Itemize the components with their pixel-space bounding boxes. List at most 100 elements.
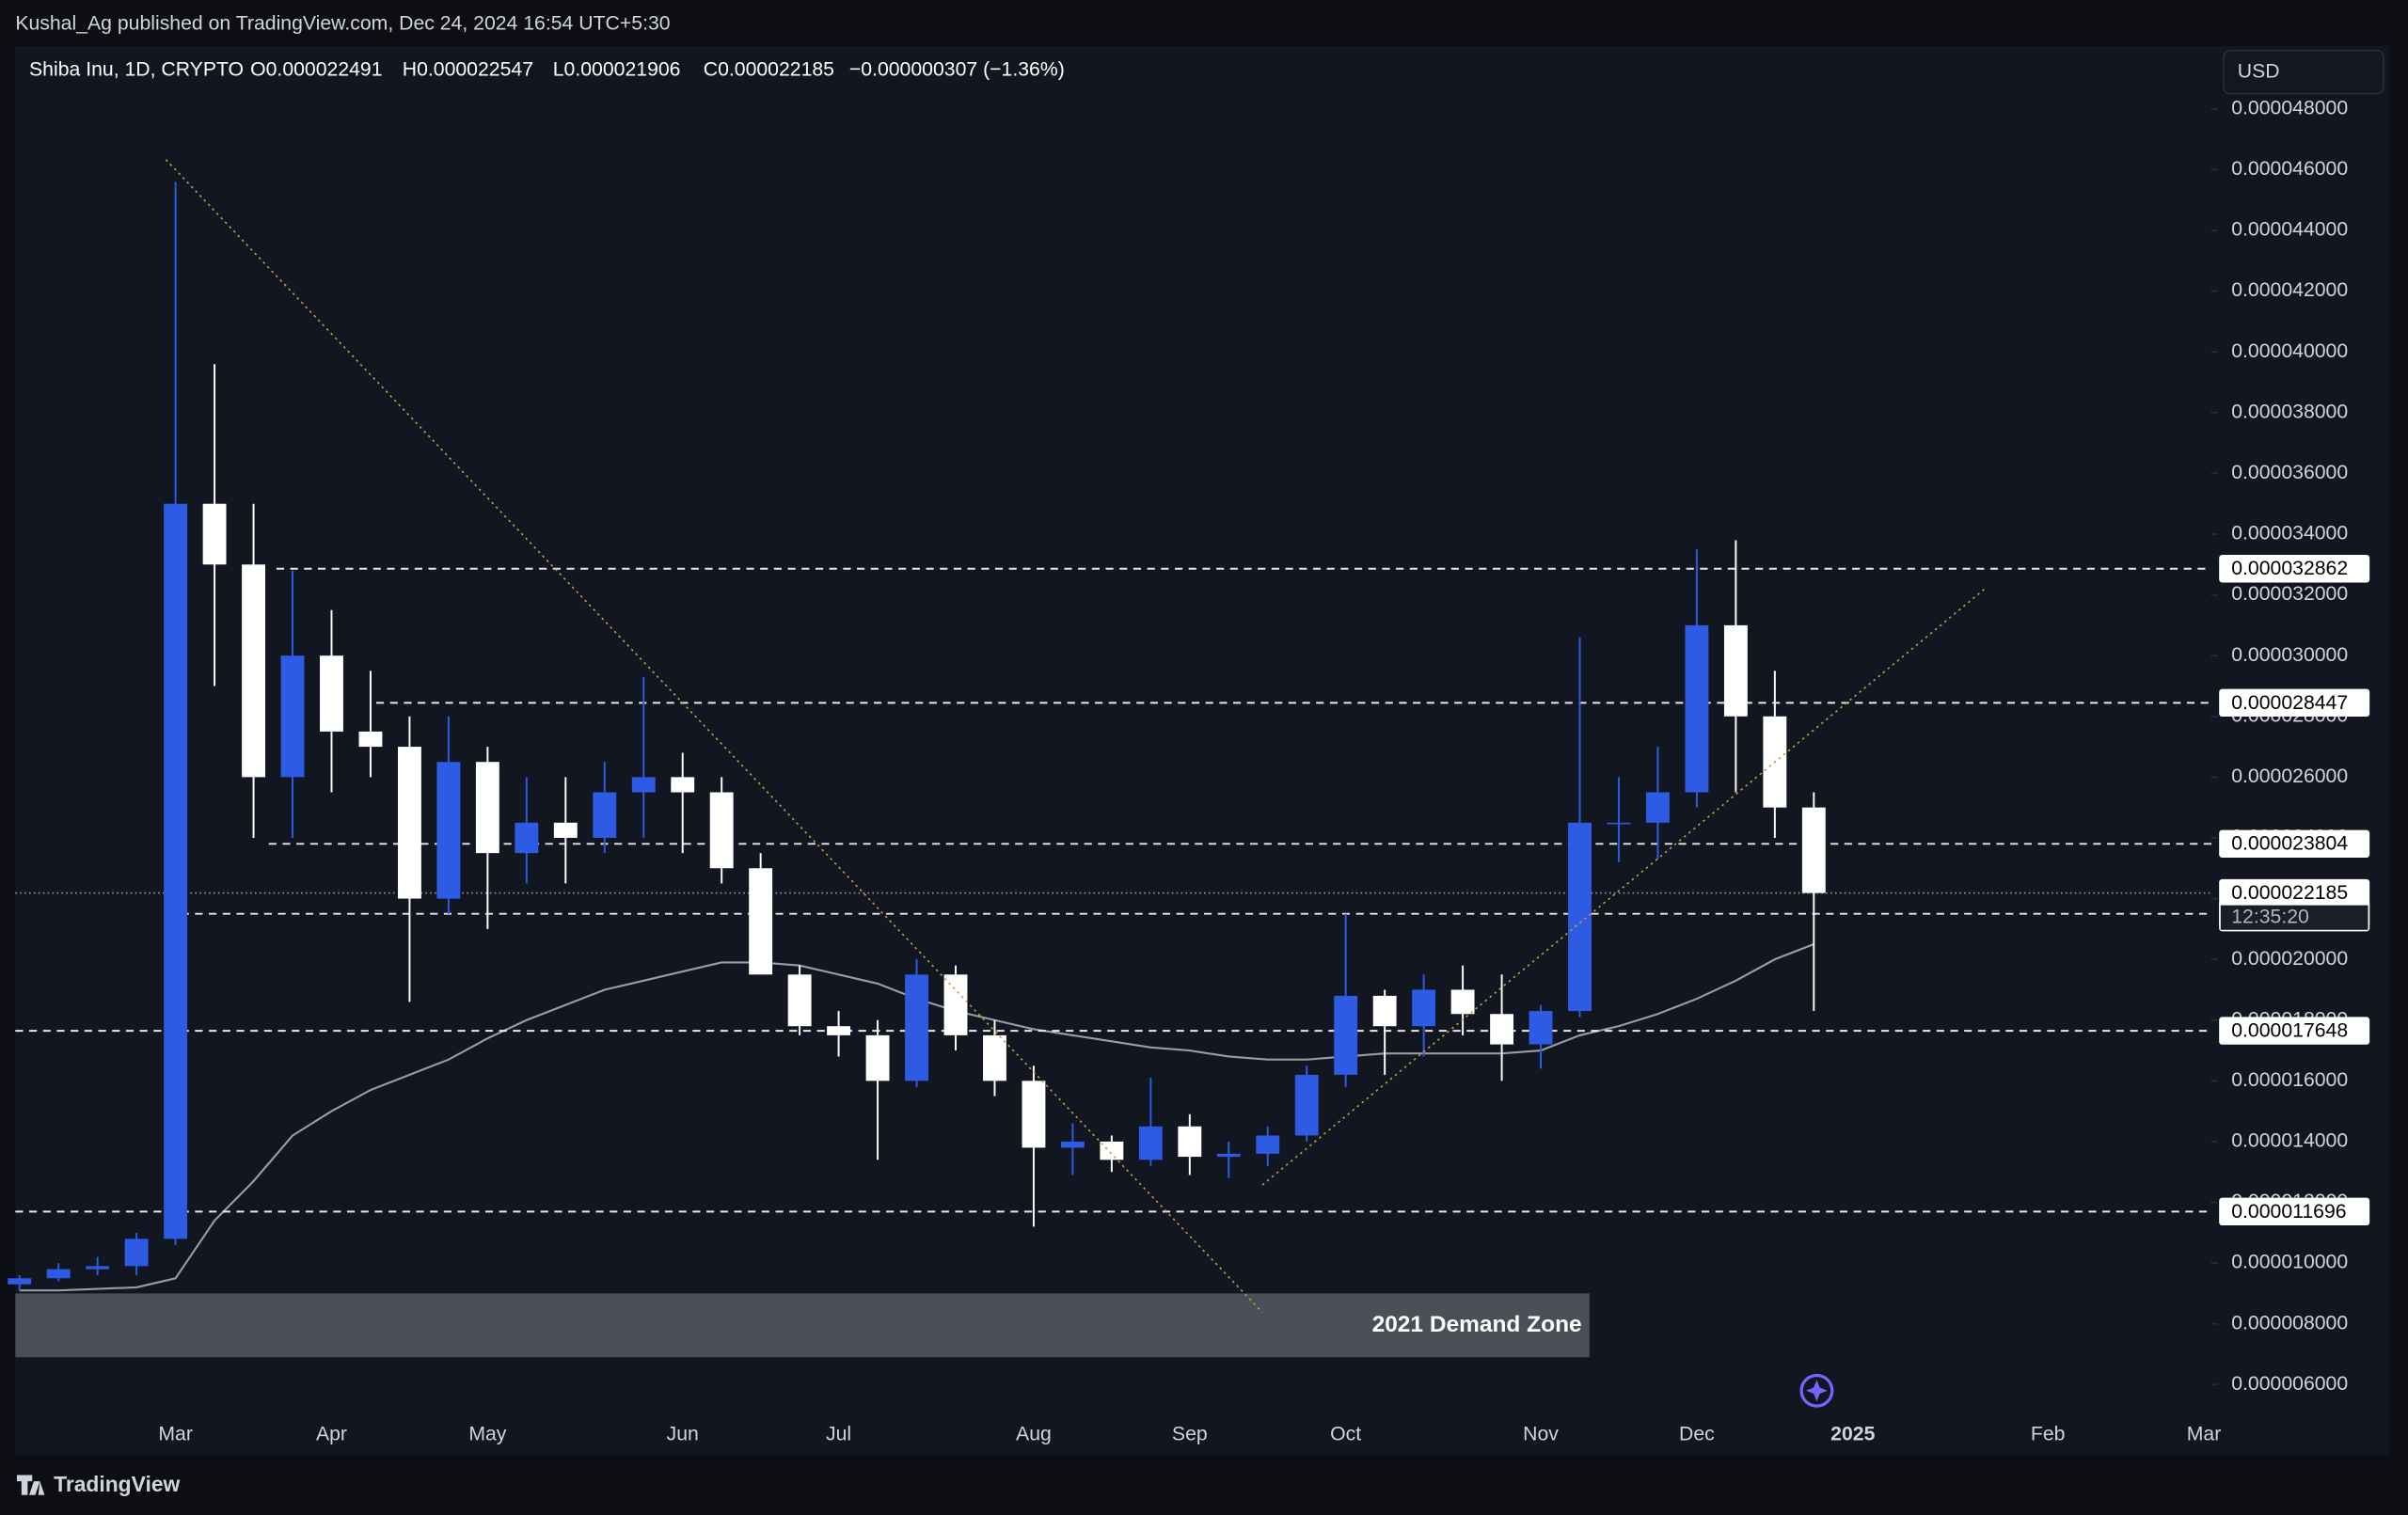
candle-body <box>8 1278 32 1285</box>
y-tick-label: 0.000040000 <box>2231 340 2348 362</box>
candle-body <box>1607 822 1631 825</box>
candle-body <box>1100 1141 1124 1160</box>
currency-button[interactable] <box>2223 50 2384 95</box>
candle-body <box>124 1239 149 1267</box>
legend-high: H0.000022547 <box>403 59 533 81</box>
candle-body <box>46 1269 71 1279</box>
candle-body <box>475 762 499 854</box>
candle-body <box>827 1026 851 1035</box>
candle-body <box>709 792 734 869</box>
candle-body <box>86 1266 110 1270</box>
chart-pane <box>15 45 2390 1456</box>
x-tick-label: Sep <box>1172 1424 1208 1445</box>
x-tick-label: May <box>468 1424 506 1445</box>
level-box <box>2219 1017 2370 1045</box>
candle-body <box>1646 792 1670 823</box>
zone-label: 2021 Demand Zone <box>1372 1312 1582 1337</box>
logo <box>16 1475 45 1495</box>
candle-body <box>164 503 188 1239</box>
candle-body <box>593 792 617 838</box>
branding: TradingView <box>54 1472 180 1496</box>
legend-open: O0.000022491 <box>250 59 382 81</box>
candle-body <box>1450 989 1475 1015</box>
candle-body <box>1723 624 1748 717</box>
y-tick-label: 0.000008000 <box>2231 1312 2348 1334</box>
candle-body <box>202 503 227 565</box>
y-tick-label: 0.000032000 <box>2231 583 2348 605</box>
level-box <box>2219 555 2370 583</box>
x-tick-label: 2025 <box>1830 1424 1875 1445</box>
candle-body <box>436 762 461 899</box>
symbol: Shiba Inu, 1D, CRYPTO <box>29 59 244 81</box>
y-tick-label: 0.000006000 <box>2231 1373 2348 1395</box>
y-tick-label: 0.000030000 <box>2231 644 2348 666</box>
y-tick-label: 0.000014000 <box>2231 1130 2348 1152</box>
y-tick-label: 0.000010000 <box>2231 1252 2348 1273</box>
y-tick-label: 0.000042000 <box>2231 279 2348 301</box>
candle-body <box>1334 995 1358 1075</box>
x-tick-label: Apr <box>316 1424 347 1445</box>
level-box <box>2219 1197 2370 1226</box>
countdown-box <box>2220 905 2368 930</box>
candle-body <box>1372 995 1397 1027</box>
candle-body <box>242 564 265 778</box>
current-label: 0.000022185 <box>2231 882 2348 904</box>
x-tick-label: Nov <box>1523 1424 1559 1445</box>
candle-body <box>1216 1153 1241 1158</box>
countdown: 12:35:20 <box>2231 906 2309 927</box>
candle-body <box>1490 1014 1514 1045</box>
demand-zone <box>15 1293 1590 1358</box>
level-label: 0.000032862 <box>2231 558 2348 579</box>
level-label: 0.000017648 <box>2231 1020 2348 1042</box>
x-tick-label: Mar <box>2187 1424 2222 1445</box>
candle-body <box>983 1034 1006 1081</box>
candle-body <box>749 868 773 975</box>
candle-body <box>358 731 383 748</box>
candle-body <box>1801 807 1826 893</box>
y-tick-label: 0.000046000 <box>2231 158 2348 180</box>
legend-close: C0.000022185 <box>704 59 834 81</box>
candle-body <box>1060 1141 1085 1148</box>
level-box <box>2219 688 2370 718</box>
y-tick-label: 0.000020000 <box>2231 948 2348 970</box>
candle-body <box>515 822 539 854</box>
legend-change: −0.000000307 (−1.36%) <box>849 59 1065 81</box>
candle-body <box>320 655 343 732</box>
candle-body <box>1138 1126 1163 1160</box>
candle-body <box>787 974 812 1027</box>
y-tick-label: 0.000016000 <box>2231 1069 2348 1091</box>
publisher: Kushal_Ag published on TradingView.com, … <box>15 13 670 35</box>
plot: 2021 Demand Zone 0.000048000 0.000046000 0.… <box>8 97 2370 1445</box>
candle-body <box>865 1034 890 1081</box>
candle-body <box>553 822 578 838</box>
x-tick-label: Jun <box>667 1424 699 1445</box>
y-tick-label: 0.000048000 <box>2231 97 2348 118</box>
candle-body <box>397 747 421 899</box>
y-tick-label: 0.000044000 <box>2231 219 2348 241</box>
x-tick-label: Jul <box>826 1424 851 1445</box>
currency[interactable]: USD <box>2238 60 2280 82</box>
level-box <box>2219 829 2370 858</box>
x-tick-label: Oct <box>1330 1424 1361 1445</box>
level-label: 0.000011696 <box>2231 1201 2346 1223</box>
legend-low: L0.000021906 <box>553 59 681 81</box>
candle-body <box>1256 1135 1280 1154</box>
x-tick-label: Mar <box>158 1424 193 1445</box>
candle-body <box>1022 1081 1046 1148</box>
assistant-icon[interactable] <box>1799 1373 1834 1408</box>
candle-body <box>671 777 695 793</box>
x-tick-label: Feb <box>2031 1424 2066 1445</box>
candle-body <box>1685 624 1709 793</box>
candle-body <box>943 974 968 1035</box>
y-tick-label: 0.000038000 <box>2231 401 2348 422</box>
level-label: 0.000023804 <box>2231 833 2348 855</box>
candle-body <box>1568 822 1592 1012</box>
candle-body <box>1529 1011 1553 1045</box>
y-tick-label: 0.000036000 <box>2231 462 2348 483</box>
candle-body <box>1294 1074 1319 1136</box>
y-tick-label: 0.000034000 <box>2231 523 2348 544</box>
y-tick-label: 0.000026000 <box>2231 765 2348 787</box>
candle-body <box>905 974 928 1081</box>
